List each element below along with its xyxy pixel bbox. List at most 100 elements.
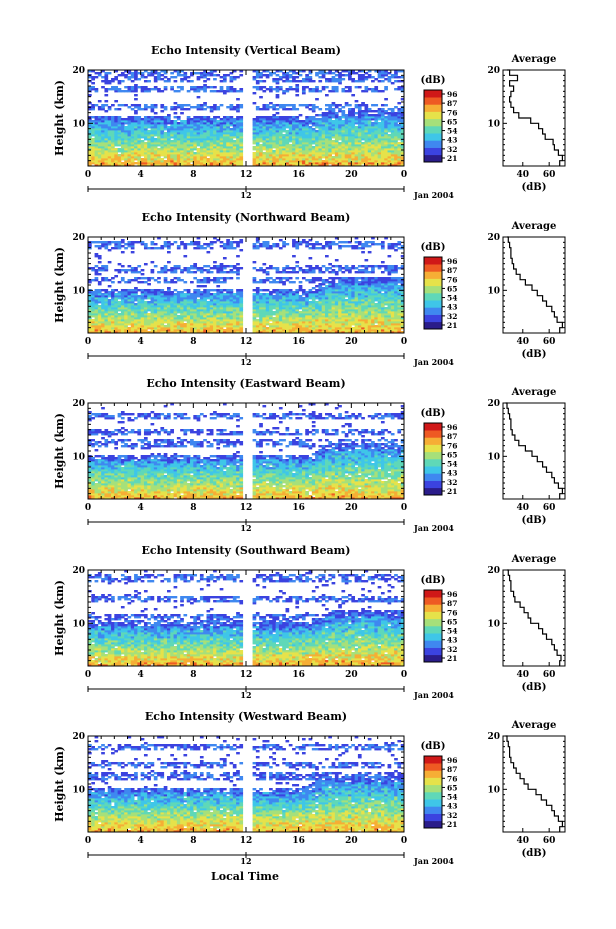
heatmap-cell	[275, 116, 280, 119]
heatmap-cell	[193, 263, 198, 266]
heatmap-cell	[120, 301, 125, 304]
heatmap-cell	[94, 299, 99, 302]
heatmap-cell	[91, 142, 95, 145]
heatmap-cell	[134, 154, 138, 157]
heatmap-cell	[176, 156, 181, 159]
heatmap-cell	[292, 148, 296, 151]
heatmap-cell	[203, 285, 207, 288]
heatmap-cell	[361, 132, 365, 135]
heatmap-cell	[88, 317, 92, 320]
heatmap-cell	[120, 307, 125, 310]
heatmap-cell	[334, 126, 339, 129]
heatmap-cell	[275, 150, 280, 153]
heatmap-cell	[374, 128, 379, 131]
heatmap-cell	[285, 160, 290, 163]
heatmap-cell	[163, 140, 168, 143]
heatmap-cell	[239, 120, 244, 123]
heatmap-cell	[209, 156, 214, 159]
heatmap-cell	[390, 110, 395, 113]
heatmap-cell	[331, 148, 336, 151]
heatmap-cell	[170, 279, 174, 282]
heatmap-cell	[354, 142, 359, 145]
heatmap-cell	[91, 299, 95, 302]
heatmap-cell	[229, 72, 234, 75]
heatmap-cell	[134, 70, 138, 73]
heatmap-cell	[120, 138, 125, 141]
heatmap-cell	[232, 144, 237, 147]
heatmap-cell	[137, 317, 142, 320]
heatmap-cell	[301, 92, 306, 95]
heatmap-cell	[321, 124, 326, 127]
heatmap-cell	[351, 126, 356, 129]
heatmap-cell	[107, 154, 112, 157]
heatmap-cell	[384, 134, 388, 137]
heatmap-cell	[354, 156, 359, 159]
heatmap-cell	[331, 144, 336, 147]
heatmap-cell	[147, 90, 151, 93]
heatmap-cell	[117, 301, 122, 304]
heatmap-cell	[183, 154, 188, 157]
heatmap-cell	[285, 132, 290, 135]
heatmap-cell	[357, 118, 362, 121]
heatmap-cell	[301, 126, 306, 129]
heatmap-cell	[364, 162, 369, 165]
heatmap-cell	[114, 148, 119, 151]
heatmap-cell	[219, 146, 224, 149]
heatmap-cell	[305, 148, 309, 151]
heatmap-cell	[101, 277, 105, 280]
heatmap-cell	[167, 80, 171, 83]
heatmap-cell	[160, 134, 165, 137]
heatmap-cell	[167, 287, 171, 290]
heatmap-cell	[262, 156, 267, 159]
heatmap-cell	[97, 273, 102, 276]
heatmap-cell	[259, 86, 263, 89]
heatmap-cell	[269, 142, 273, 145]
heatmap-cell	[130, 138, 135, 141]
heatmap-cell	[397, 132, 402, 135]
heatmap-cell	[160, 78, 165, 81]
heatmap-cell	[111, 128, 115, 131]
heatmap-cell	[153, 154, 158, 157]
heatmap-cell	[285, 122, 290, 125]
heatmap-cell	[153, 78, 158, 81]
heatmap-cell	[91, 78, 95, 81]
heatmap-cell	[344, 164, 349, 167]
heatmap-cell	[229, 122, 234, 125]
heatmap-cell	[160, 104, 165, 107]
heatmap-cell	[127, 281, 132, 284]
heatmap-cell	[213, 138, 217, 141]
heatmap-cell	[127, 245, 132, 248]
heatmap-cell	[400, 110, 405, 113]
heatmap-cell	[180, 140, 184, 143]
heatmap-cell	[134, 140, 138, 143]
heatmap-cell	[199, 245, 204, 248]
heatmap-cell	[111, 126, 115, 129]
heatmap-cell	[130, 90, 135, 93]
heatmap-cell	[232, 124, 237, 127]
heatmap-cell	[351, 134, 356, 137]
heatmap-cell	[193, 136, 198, 139]
heatmap-cell	[275, 281, 280, 284]
heatmap-cell	[160, 70, 165, 73]
heatmap-cell	[318, 70, 323, 73]
heatmap-cell	[101, 122, 105, 125]
heatmap-cell	[130, 142, 135, 145]
heatmap-cell	[278, 154, 283, 157]
heatmap-cell	[315, 156, 319, 159]
heatmap-cell	[357, 128, 362, 131]
heatmap-cell	[150, 116, 155, 119]
heatmap-cell	[140, 154, 145, 157]
heatmap-cell	[292, 146, 296, 149]
heatmap-cell	[278, 271, 283, 274]
heatmap-cell	[137, 148, 142, 151]
heatmap-cell	[272, 108, 277, 111]
heatmap-cell	[140, 132, 145, 135]
heatmap-cell	[94, 150, 99, 153]
heatmap-cell	[331, 80, 336, 83]
heatmap-cell	[147, 134, 151, 137]
heatmap-cell	[134, 126, 138, 129]
heatmap-cell	[292, 122, 296, 125]
heatmap-cell	[104, 88, 109, 91]
heatmap-cell	[137, 132, 142, 135]
heatmap-cell	[348, 74, 352, 77]
